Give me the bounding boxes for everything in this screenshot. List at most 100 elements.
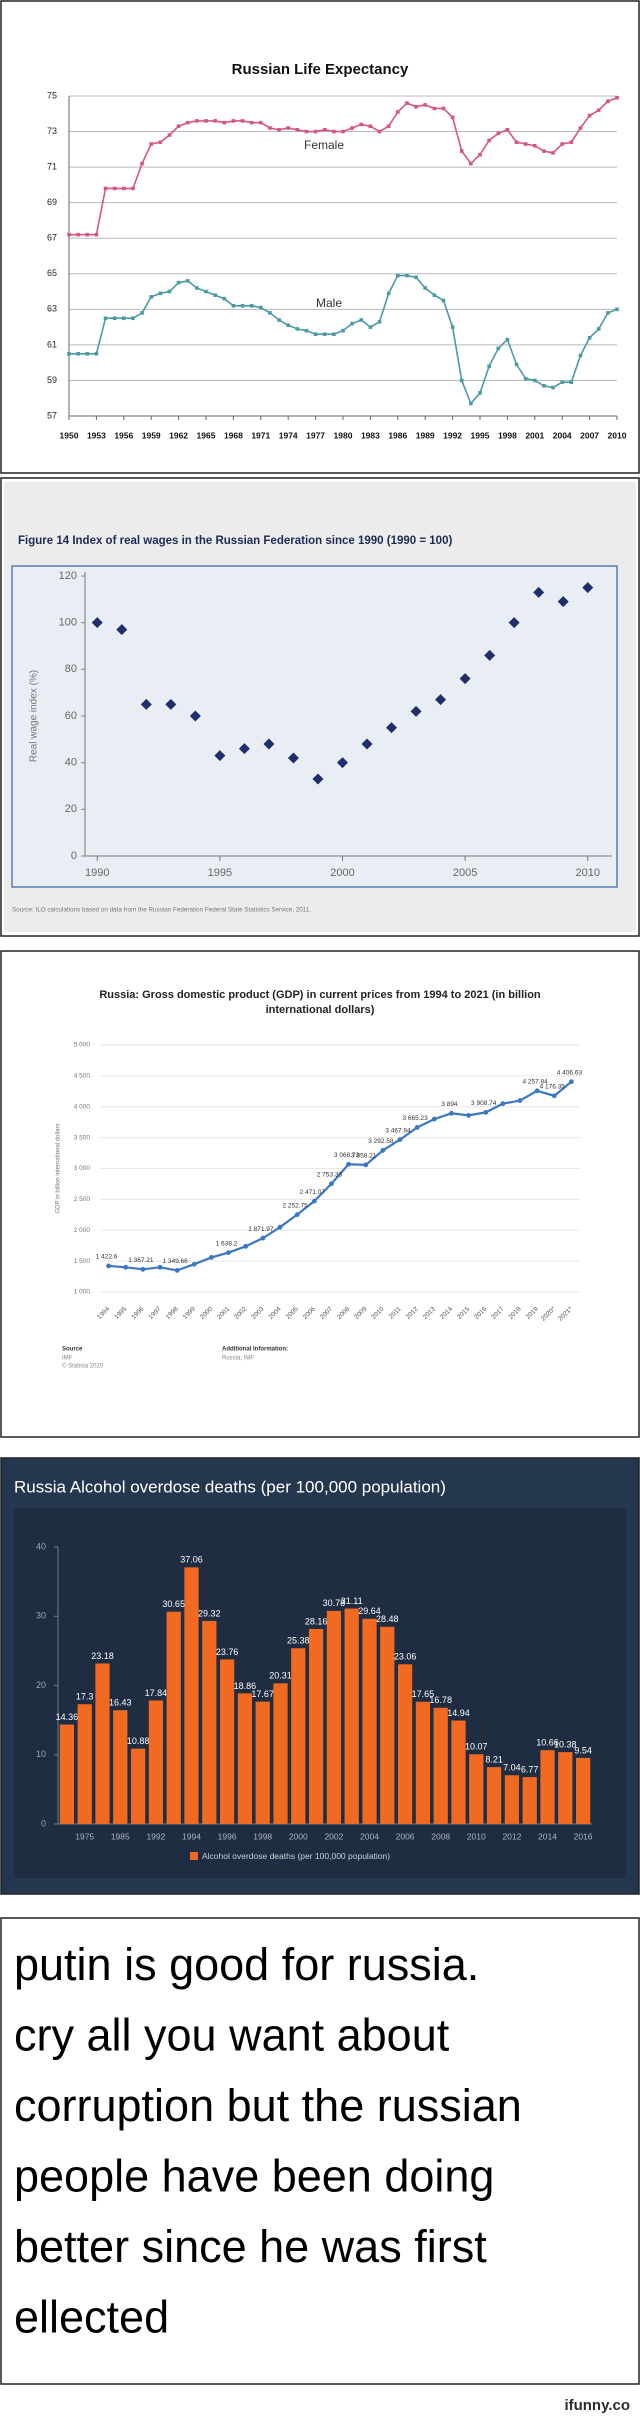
y-tick-label: 1 000: [74, 1289, 91, 1296]
x-tick-label: 2004: [360, 1831, 379, 1841]
point-marker: [277, 318, 281, 322]
point-marker: [231, 119, 236, 123]
data-label: 10.66: [536, 1738, 559, 1748]
x-tick-label: 1996: [218, 1831, 237, 1841]
bar: [469, 1754, 484, 1824]
bar: [344, 1608, 359, 1824]
series-label: Male: [316, 296, 342, 310]
point-marker: [341, 129, 345, 134]
point-marker: [514, 140, 519, 145]
point-marker: [67, 232, 71, 237]
y-tick-label: 4 000: [74, 1103, 91, 1110]
data-label: 17.67: [251, 1689, 274, 1699]
x-tick-label: 2001: [525, 430, 544, 440]
x-tick-label: 1953: [87, 430, 106, 440]
bar: [397, 1664, 413, 1824]
x-tick-label: 1977: [306, 430, 325, 440]
point-marker: [410, 705, 422, 717]
point-marker: [569, 1079, 574, 1085]
y-tick-label: 0: [41, 1818, 46, 1828]
point-marker: [85, 351, 90, 356]
y-tick-label: 20: [65, 803, 77, 815]
point-marker: [85, 232, 90, 237]
point-marker: [213, 119, 217, 123]
point-marker: [112, 186, 117, 191]
point-marker: [167, 133, 172, 137]
data-label: 28.48: [376, 1614, 399, 1624]
data-label: 10.07: [465, 1742, 488, 1752]
footnote: Additional Information:: [222, 1347, 288, 1353]
point-marker: [94, 232, 99, 237]
point-marker: [238, 743, 250, 755]
point-marker: [431, 1116, 437, 1122]
point-marker: [312, 773, 324, 785]
x-tick-label: 1980: [334, 430, 353, 440]
x-tick-label: 2005: [453, 867, 477, 879]
x-tick-label: 2000: [330, 867, 354, 879]
point-marker: [222, 296, 227, 301]
point-marker: [131, 316, 135, 321]
y-axis-label: GDP in billion international dollars: [56, 1124, 62, 1214]
y-tick-label: 5 000: [74, 1042, 91, 1049]
x-tick-label: 1962: [169, 430, 188, 440]
x-tick-label: 2007: [580, 430, 599, 440]
bar: [540, 1750, 555, 1824]
point-marker: [76, 232, 80, 237]
x-tick-label: 1975: [75, 1831, 94, 1841]
data-label: 29.32: [198, 1608, 221, 1618]
point-marker: [441, 298, 446, 303]
point-marker: [449, 1110, 454, 1116]
point-marker: [414, 275, 418, 280]
data-label: 31.11: [341, 1596, 363, 1606]
point-marker: [94, 351, 99, 356]
bar: [113, 1710, 128, 1824]
point-marker: [517, 1098, 523, 1103]
point-marker: [350, 126, 354, 130]
bar: [433, 1707, 448, 1824]
data-label: 1 422.6: [96, 1254, 118, 1261]
y-tick-label: 67: [47, 233, 57, 243]
point-marker: [606, 99, 610, 104]
bar: [308, 1628, 324, 1824]
data-label: 8.21: [485, 1755, 503, 1765]
x-tick-label: 1985: [111, 1831, 130, 1841]
y-tick-label: 1 500: [74, 1258, 91, 1265]
x-tick-label: 1998: [253, 1831, 272, 1841]
data-label: 10.88: [127, 1736, 150, 1746]
point-marker: [140, 1266, 146, 1272]
point-marker: [533, 586, 545, 598]
bar: [202, 1620, 217, 1824]
bar: [59, 1724, 75, 1824]
x-tick-label: 2000: [289, 1831, 308, 1841]
chart-title: Figure 14 Index of real wages in the Rus…: [18, 535, 452, 547]
bar: [291, 1648, 306, 1824]
series-line: [108, 1080, 573, 1272]
point-marker: [157, 1264, 163, 1270]
y-tick-label: 30: [36, 1611, 46, 1621]
data-label: 30.78: [323, 1598, 346, 1608]
y-axis-label: Real wage index (%): [29, 670, 40, 762]
data-label: 3 665.23: [402, 1115, 428, 1122]
point-marker: [414, 1125, 420, 1130]
y-tick-label: 0: [71, 850, 77, 862]
point-marker: [243, 1243, 249, 1249]
y-tick-label: 120: [59, 570, 77, 582]
data-label: 16.78: [429, 1695, 452, 1705]
x-tick-label: 2010: [575, 867, 599, 879]
point-marker: [122, 186, 126, 191]
x-tick-label: 2014: [538, 1831, 557, 1841]
point-marker: [505, 127, 510, 132]
x-tick-label: 1995: [208, 867, 232, 879]
point-marker: [450, 325, 455, 329]
point-marker: [304, 129, 309, 134]
data-label: 1 638.2: [216, 1240, 238, 1247]
data-label: 9.54: [574, 1745, 592, 1755]
data-label: 28.16: [305, 1616, 328, 1626]
point-marker: [350, 321, 354, 326]
x-tick-label: 1950: [60, 430, 79, 440]
point-marker: [287, 752, 299, 764]
point-marker: [322, 332, 327, 337]
point-marker: [76, 351, 80, 356]
